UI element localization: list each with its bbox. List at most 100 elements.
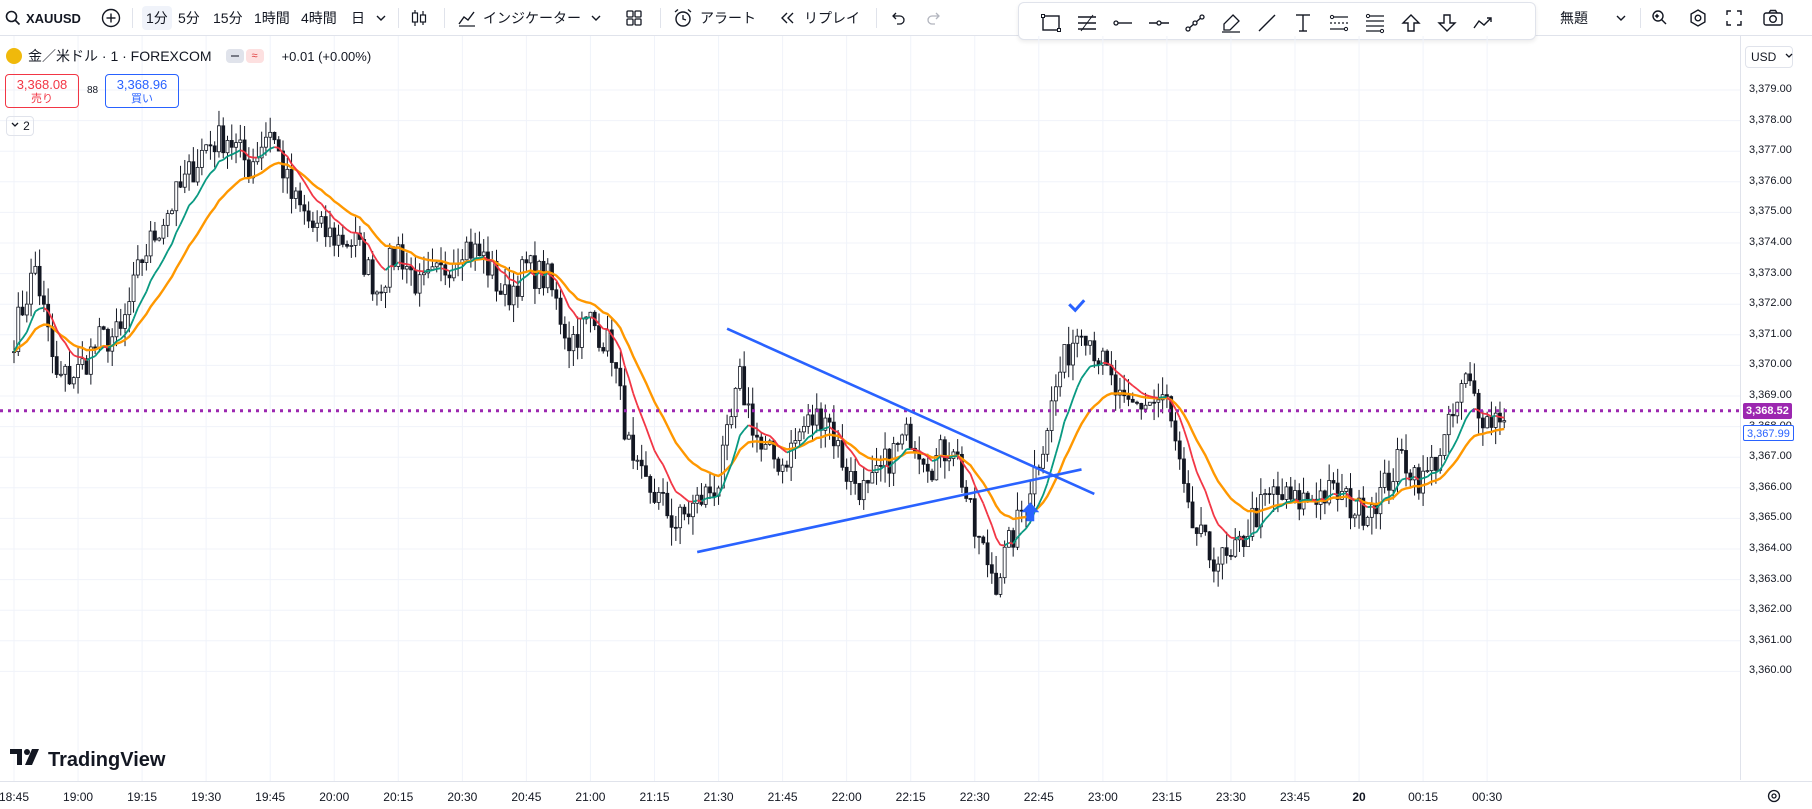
ma-fast-segment: [773, 439, 780, 447]
candle-body: [836, 440, 841, 447]
price-tag: 3,368.52: [1743, 402, 1792, 419]
candle-body: [50, 326, 55, 358]
text-tool[interactable]: [1291, 11, 1315, 35]
horizontal-line-tool[interactable]: [1147, 11, 1171, 35]
fullscreen-button[interactable]: [1724, 6, 1744, 30]
time-tick-label: 23:15: [1151, 790, 1182, 804]
ma-fast-segment: [803, 436, 809, 443]
fib-tool[interactable]: [1075, 11, 1099, 35]
candle-body: [507, 284, 512, 306]
tradingview-logo[interactable]: TradingView: [10, 748, 165, 772]
indicators-button[interactable]: インジケーター: [456, 6, 603, 30]
arrow-down-tool[interactable]: [1435, 11, 1459, 35]
ma-fast-segment: [872, 468, 877, 472]
ma-fast-segment: [692, 499, 698, 503]
currency-selector[interactable]: USD: [1745, 46, 1793, 68]
ma-fast-segment: [636, 405, 643, 417]
ma-fast-segment: [286, 155, 293, 165]
candle-body: [1416, 467, 1421, 494]
undo-button[interactable]: [888, 6, 908, 30]
ma-fast-segment: [1447, 446, 1454, 455]
candle-body: [1305, 492, 1310, 501]
ma-fast-segment: [1119, 373, 1125, 379]
candle-body: [1182, 458, 1186, 484]
candle-body: [24, 303, 29, 316]
hide-indicator-pill[interactable]: [225, 49, 244, 63]
arrow-up-tool[interactable]: [1399, 11, 1423, 35]
snapshot-button[interactable]: [1762, 6, 1784, 30]
ma-fast-segment: [820, 427, 826, 432]
ma-fast-segment: [380, 265, 387, 271]
ma-fast-segment: [914, 448, 920, 453]
candle-body: [631, 434, 636, 461]
indicators-icon: [456, 7, 478, 29]
rectangle-tool[interactable]: [1039, 11, 1063, 35]
candle-body: [332, 227, 337, 246]
ma-fast-segment: [530, 271, 536, 277]
candle-body: [268, 131, 273, 138]
candle-body: [746, 403, 751, 406]
layout-name-button[interactable]: 無題: [1560, 6, 1628, 30]
interval-dropdown[interactable]: [374, 6, 388, 30]
compare-button[interactable]: [100, 6, 122, 30]
price-axis[interactable]: 3,379.00 3,378.00 3,377.00 3,376.00 3,375.00…: [1740, 36, 1812, 780]
price-tick-label: 3,365.00: [1749, 511, 1792, 524]
trend-line-tool[interactable]: [1183, 11, 1207, 35]
interval-5m[interactable]: 5分: [178, 10, 200, 26]
axis-settings-button[interactable]: [1766, 788, 1782, 807]
templates-button[interactable]: [624, 6, 644, 30]
sell-button[interactable]: 3,368.08 売り: [5, 74, 79, 108]
candle-body: [170, 210, 174, 214]
plus-circle-icon: [100, 7, 122, 29]
ma-fast-segment: [479, 255, 484, 259]
ma-fast-segment: [25, 321, 32, 333]
replay-button[interactable]: リプレイ: [778, 6, 860, 30]
price-range-tool[interactable]: [1327, 11, 1351, 35]
candles-icon: [408, 7, 430, 29]
candle-body: [511, 285, 516, 306]
candle-body: [153, 230, 157, 241]
ma-fast-segment: [782, 448, 788, 454]
alert-button[interactable]: アラート: [672, 6, 756, 30]
interval-15m[interactable]: 15分: [213, 10, 243, 26]
ma-fast-segment: [333, 218, 340, 223]
quick-search-button[interactable]: [1650, 6, 1670, 30]
candle-body: [844, 466, 849, 482]
pill-glyph[interactable]: ≈: [245, 49, 264, 63]
long-position-tool[interactable]: [1363, 11, 1387, 35]
ma-fast-segment: [615, 340, 622, 350]
buy-button[interactable]: 3,368.96 買い: [105, 74, 179, 108]
interval-1d[interactable]: 日: [351, 10, 365, 26]
ma-fast-segment: [466, 260, 472, 264]
ma-fast-segment: [337, 221, 344, 227]
candle-body: [853, 471, 858, 484]
ma-fast-segment: [55, 329, 62, 339]
candle-body: [1344, 488, 1349, 492]
time-axis[interactable]: 18:45 19:00 19:15 19:30 19:45 20:00 20:15 20:30…: [0, 781, 1812, 809]
ma-fast-segment: [1414, 475, 1420, 481]
redo-button[interactable]: [924, 6, 944, 30]
symbol-search[interactable]: XAUUSD: [4, 6, 81, 30]
collapse-indicators-button[interactable]: 2: [6, 116, 34, 136]
ray-tool[interactable]: [1111, 11, 1135, 35]
ma-fast-segment: [376, 260, 382, 267]
interval-4h[interactable]: 4時間: [301, 10, 337, 26]
price-chart[interactable]: [0, 36, 1740, 781]
path-tool[interactable]: [1471, 11, 1495, 35]
candle-body: [1459, 383, 1464, 403]
candle-body: [37, 265, 42, 297]
candle-body: [217, 125, 221, 153]
chart-type-button[interactable]: [408, 6, 430, 30]
interval-1m[interactable]: 1分: [142, 6, 172, 30]
line-tool[interactable]: [1255, 11, 1279, 35]
ma-fast-segment: [1264, 514, 1271, 521]
interval-1h[interactable]: 1時間: [254, 10, 290, 26]
candle-body: [1126, 395, 1131, 400]
settings-button[interactable]: [1688, 6, 1708, 30]
time-tick-label: 22:15: [895, 790, 926, 804]
candle-body: [1113, 374, 1118, 396]
ma-fast-segment: [1213, 515, 1219, 525]
brush-tool[interactable]: [1219, 11, 1243, 35]
ma-fast-segment: [1050, 453, 1057, 469]
price-tick-label: 3,361.00: [1749, 633, 1792, 646]
